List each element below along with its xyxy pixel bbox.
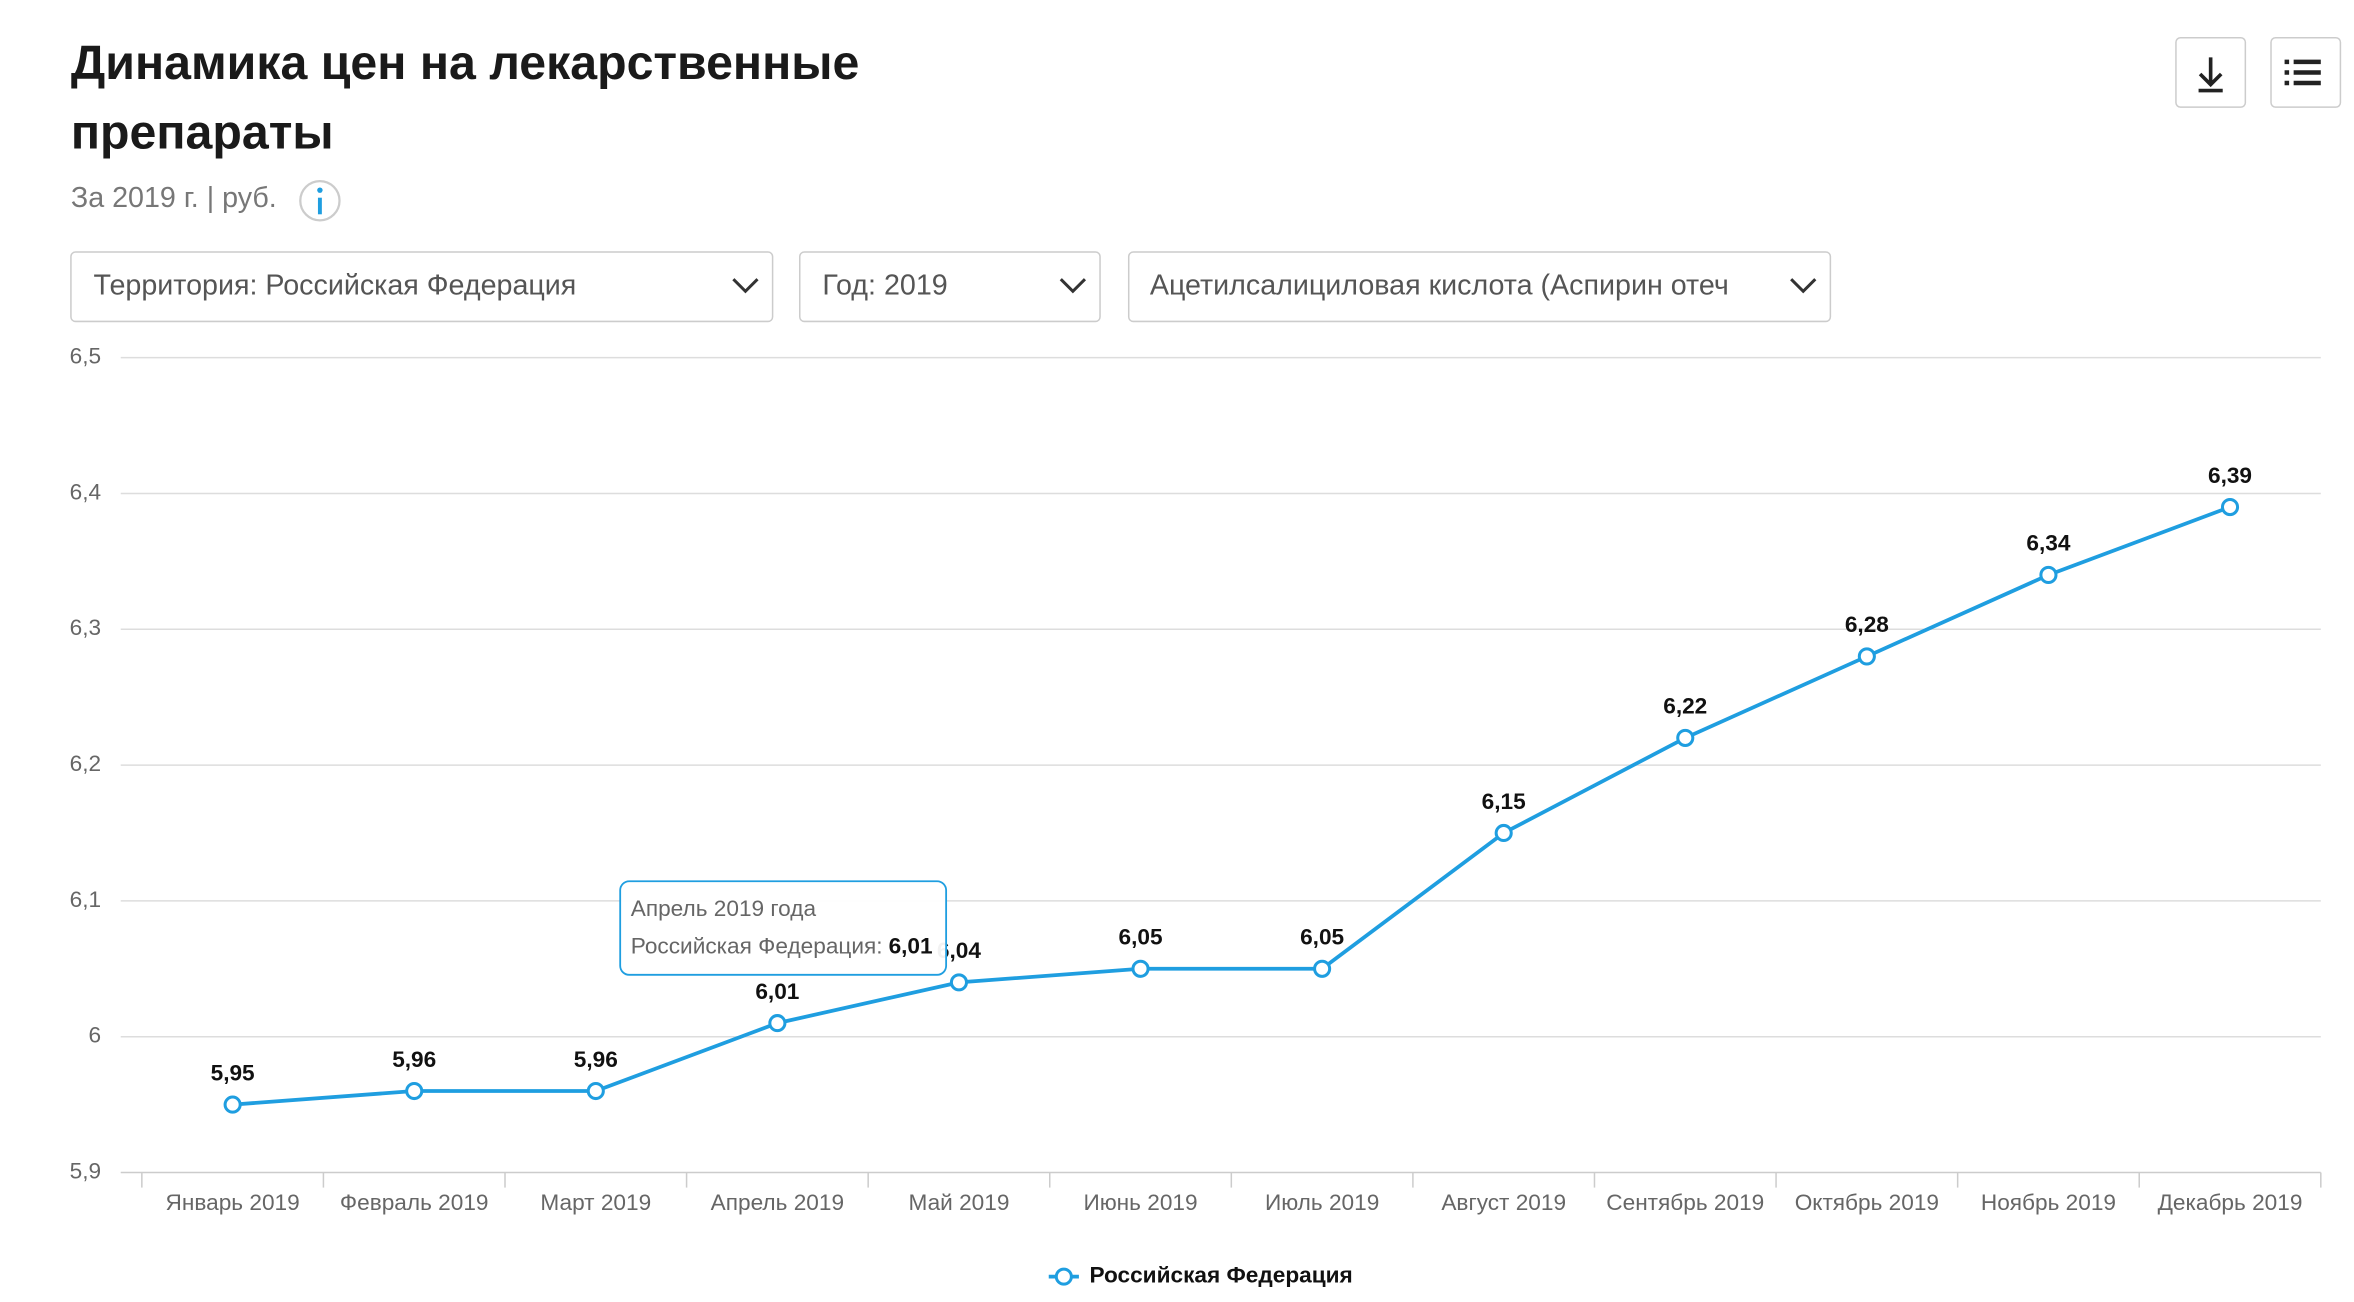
- data-point: [949, 973, 969, 992]
- x-tick-label: Июль 2019: [1265, 1190, 1379, 1215]
- data-label: 6,34: [2026, 531, 2070, 556]
- y-tick-label: 6,5: [70, 344, 101, 369]
- legend-item[interactable]: Российская Федерация: [1048, 1263, 1353, 1288]
- data-point: [1313, 959, 1332, 978]
- x-tick-label: Август 2019: [1441, 1190, 1566, 1215]
- info-icon[interactable]: [299, 179, 341, 222]
- y-tick-label: 6,1: [70, 887, 101, 912]
- tooltip-title: Апрель 2019 года: [631, 896, 817, 921]
- data-label: 6,22: [1663, 694, 1707, 719]
- data-point: [768, 1014, 787, 1033]
- data-point: [2220, 497, 2240, 517]
- x-tick-label: Май 2019: [908, 1190, 1009, 1215]
- dropdown-text: Территория: Российская Федерация: [94, 269, 577, 301]
- data-label: 6,15: [1482, 789, 1526, 814]
- series-line: [232, 505, 2231, 1107]
- data-point: [223, 1095, 242, 1114]
- data-label: 6,39: [2208, 463, 2252, 488]
- data-label: 5,96: [392, 1047, 436, 1072]
- data-point: [1676, 728, 1695, 747]
- data-label: 6,05: [1119, 925, 1163, 950]
- tooltip-value: 6,01: [889, 934, 933, 959]
- data-point: [405, 1081, 424, 1101]
- data-label: 5,95: [211, 1060, 255, 1085]
- menu-button[interactable]: [2270, 36, 2342, 108]
- tooltip: Апрель 2019 года Российская Федерация: 6,0…: [619, 880, 948, 976]
- data-point: [2039, 565, 2058, 585]
- y-tick-label: 6,3: [70, 615, 101, 640]
- x-tick-label: Февраль 2019: [340, 1190, 489, 1215]
- chart-title: препараты: [71, 106, 334, 160]
- data-point: [1131, 959, 1150, 978]
- legend-label: Российская Федерация: [1089, 1263, 1352, 1288]
- y-tick-label: 6: [89, 1023, 102, 1048]
- year-dropdown[interactable]: Год: 2019: [799, 251, 1101, 323]
- x-tick-label: Ноябрь 2019: [1981, 1190, 2116, 1215]
- y-tick-label: 5,9: [70, 1158, 101, 1183]
- x-tick-label: Декабрь 2019: [2158, 1190, 2303, 1215]
- drug-dropdown[interactable]: Ацетилсалициловая кислота (Аспирин отеч: [1127, 251, 1832, 323]
- data-point: [1857, 647, 1876, 666]
- subtitle: За 2019 г. | руб.: [71, 182, 277, 214]
- x-tick-label: Июнь 2019: [1083, 1190, 1197, 1215]
- dropdown-text: Ацетилсалициловая кислота (Аспирин отеч: [1150, 269, 1729, 301]
- data-label: 6,28: [1845, 612, 1889, 637]
- data-label: 5,96: [574, 1047, 618, 1072]
- x-tick-label: Октябрь 2019: [1795, 1190, 1939, 1215]
- y-tick-label: 6,2: [70, 751, 101, 776]
- x-tick-label: Март 2019: [540, 1190, 651, 1215]
- y-tick-label: 6,4: [70, 479, 101, 504]
- data-point: [1494, 823, 1513, 843]
- territory-dropdown[interactable]: Территория: Российская Федерация: [70, 251, 774, 323]
- legend-marker: [1054, 1267, 1073, 1286]
- dropdown-text: Год: 2019: [822, 269, 947, 301]
- x-tick-label: Сентябрь 2019: [1606, 1190, 1764, 1215]
- x-tick-label: Апрель 2019: [711, 1190, 844, 1215]
- data-point: [586, 1081, 605, 1101]
- chart-title: Динамика цен на лекарственные: [71, 36, 859, 90]
- tooltip-label: Российская Федерация:: [631, 934, 883, 959]
- data-label: 6,01: [755, 979, 799, 1004]
- download-button[interactable]: [2175, 36, 2247, 108]
- tooltip-text: Российская Федерация: 6,01: [631, 934, 933, 959]
- tooltip-box: [619, 880, 948, 976]
- data-label: 6,05: [1300, 925, 1344, 950]
- x-tick-label: Январь 2019: [166, 1190, 300, 1215]
